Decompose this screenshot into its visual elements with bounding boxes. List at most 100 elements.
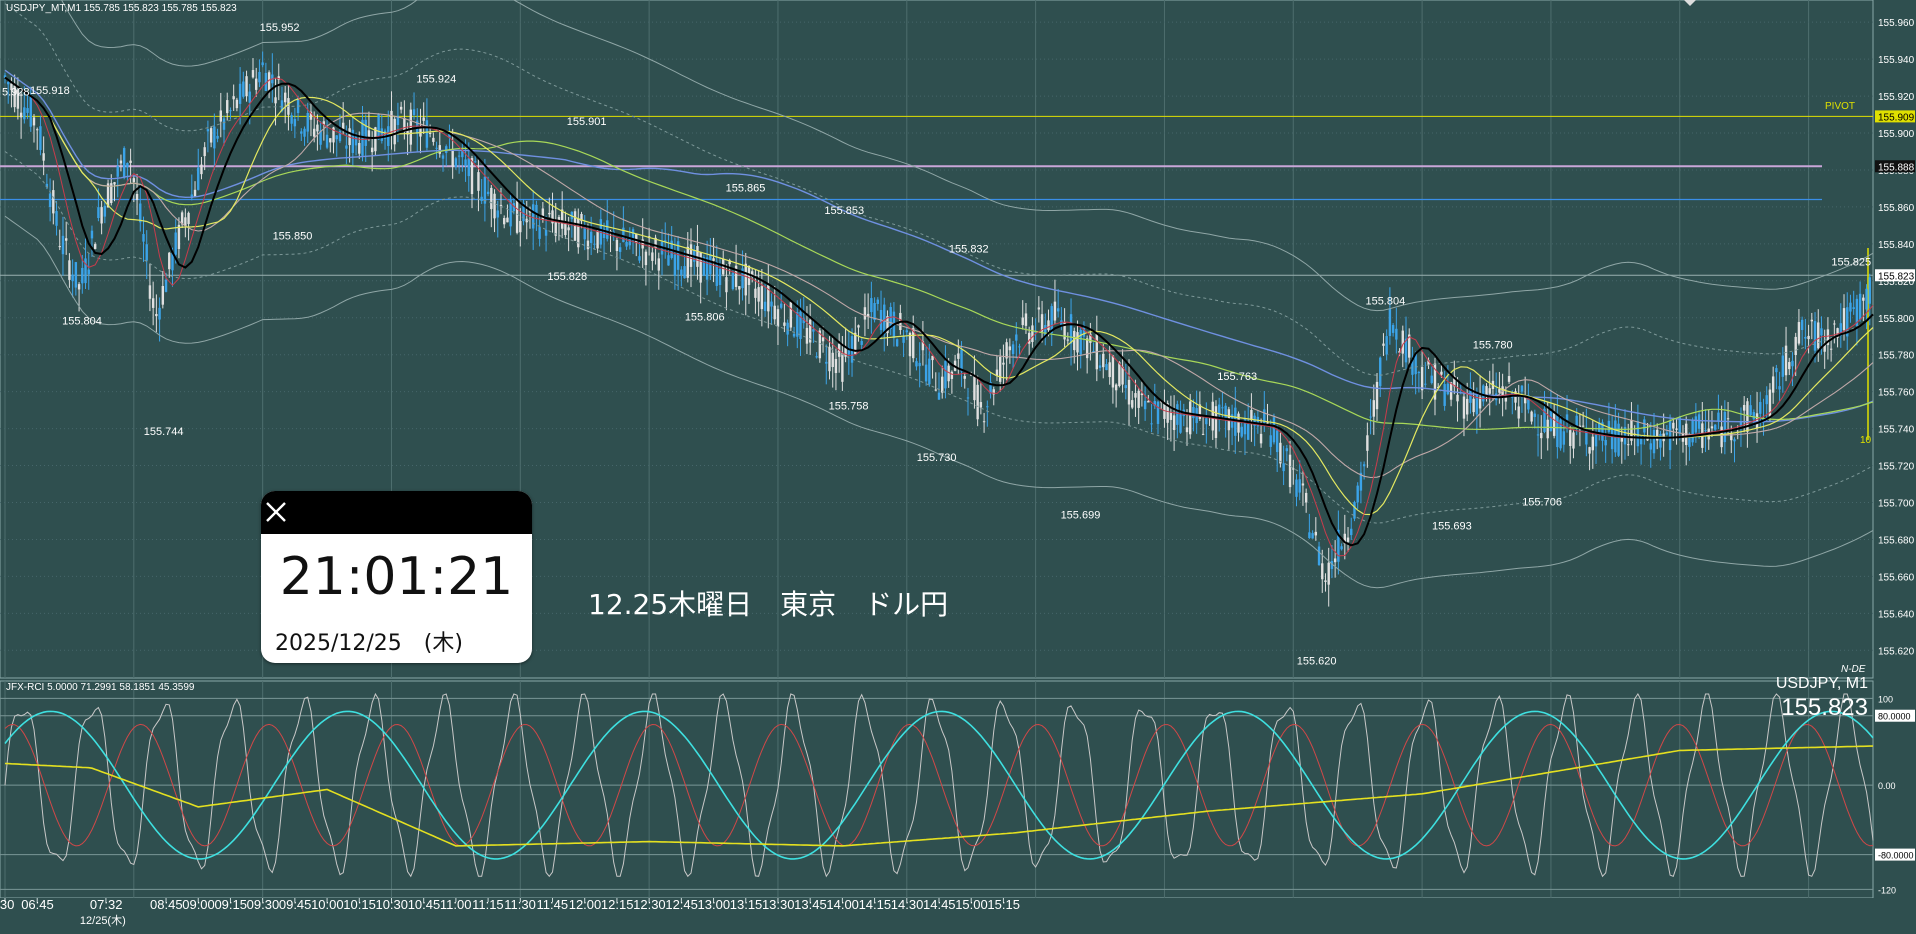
current-price-value: 155.823 <box>1878 271 1915 282</box>
candle-body <box>180 212 184 225</box>
candle-body <box>345 145 348 149</box>
candle-body <box>280 100 284 112</box>
candle-body <box>741 268 744 289</box>
candle-body <box>1617 423 1620 456</box>
price-annotation: 155.699 <box>1061 509 1101 521</box>
candle-body <box>1201 433 1205 435</box>
candle-body <box>100 207 103 224</box>
clock-widget[interactable]: 21:01:21 2025/12/25 (木) <box>261 491 532 663</box>
candle-body <box>232 96 235 100</box>
time-label: 6:30 <box>0 897 14 912</box>
candle-body <box>13 85 16 108</box>
candle-body <box>821 337 825 342</box>
candle-body <box>622 227 625 243</box>
candle-body <box>1343 533 1347 544</box>
candle-body <box>676 241 680 270</box>
candle-body <box>506 217 509 223</box>
clock-time: 21:01:21 <box>279 547 514 607</box>
signal-ma-line <box>4 76 1874 547</box>
candle-body <box>1865 288 1868 310</box>
rci-mid-line <box>4 723 1874 847</box>
candle-body <box>258 71 261 83</box>
price-tick: 155.840 <box>1878 240 1915 251</box>
candle-body <box>1027 332 1031 344</box>
candle-body <box>776 309 780 327</box>
candle-body <box>696 246 699 267</box>
candle-body <box>448 133 451 138</box>
candle-body <box>1646 437 1649 441</box>
candle-body <box>751 271 754 277</box>
candle-body <box>3 75 7 78</box>
candle-body <box>644 251 648 266</box>
price-tick: 155.660 <box>1878 572 1915 583</box>
clock-title-bar[interactable] <box>261 491 532 534</box>
candle-body <box>403 117 406 132</box>
shift-marker-icon[interactable] <box>1684 0 1696 6</box>
candle-body <box>1311 533 1314 539</box>
lower-band-line <box>4 215 1874 589</box>
candle-body <box>213 126 216 149</box>
upper-band-line <box>60 0 1874 312</box>
candle-body <box>702 256 706 276</box>
time-label: 09:45 <box>279 897 312 912</box>
candle-body <box>924 364 928 382</box>
candle-body <box>976 384 979 420</box>
candle-body <box>1246 424 1250 440</box>
candle-body <box>1672 422 1675 429</box>
close-icon[interactable] <box>261 497 291 527</box>
candle-body <box>1243 419 1247 435</box>
candle-body <box>1417 372 1421 374</box>
candle-body <box>1733 439 1736 442</box>
candle-body <box>1781 355 1785 377</box>
pivot-label: PIVOT <box>1825 101 1855 112</box>
candle-body <box>651 252 654 261</box>
candle-body <box>1691 419 1694 443</box>
candle-body <box>1379 357 1382 387</box>
candle-body <box>7 81 10 85</box>
candle-body <box>957 353 960 359</box>
candle-body <box>300 131 303 134</box>
candle-body <box>1314 531 1318 536</box>
current-price-box <box>1875 269 1915 282</box>
time-label: 08:45 <box>150 897 183 912</box>
candle-body <box>1472 398 1475 413</box>
candle-body <box>715 261 718 286</box>
candle-body <box>1098 365 1102 368</box>
candle-body <box>931 355 934 361</box>
candle-body <box>432 137 435 142</box>
price-annotation: 155.865 <box>726 183 766 195</box>
candle-body <box>1498 389 1501 393</box>
candle-body <box>261 62 264 66</box>
candle-body <box>483 176 487 204</box>
candle-body <box>116 166 119 177</box>
candle-body <box>1156 401 1160 424</box>
candle-body <box>705 257 709 280</box>
candle-body <box>1462 396 1466 419</box>
time-label: 14:00 <box>826 897 859 912</box>
candle-body <box>467 158 470 177</box>
candle-body <box>1713 424 1717 430</box>
candle-body <box>1102 353 1105 368</box>
candle-body <box>1810 319 1814 322</box>
candle-body <box>1572 432 1575 449</box>
candle-body <box>393 118 396 145</box>
candle-body <box>1015 334 1018 341</box>
candle-body <box>106 183 110 208</box>
candle-body <box>1114 384 1118 391</box>
candle-body <box>1749 405 1752 415</box>
candle-body <box>174 232 177 255</box>
candle-body <box>1353 502 1356 519</box>
candle-body <box>1073 330 1076 351</box>
candle-body <box>912 328 915 359</box>
candle-body <box>535 204 538 215</box>
lower-band-inner-line <box>4 151 1874 524</box>
candle-body <box>886 316 889 334</box>
candle-body <box>757 287 760 302</box>
candle-body <box>1520 385 1524 392</box>
candle-body <box>1581 425 1585 427</box>
candle-body <box>1005 342 1008 359</box>
time-label: 09:00 <box>182 897 215 912</box>
candle-body <box>1636 421 1640 447</box>
candle-body <box>567 227 570 231</box>
